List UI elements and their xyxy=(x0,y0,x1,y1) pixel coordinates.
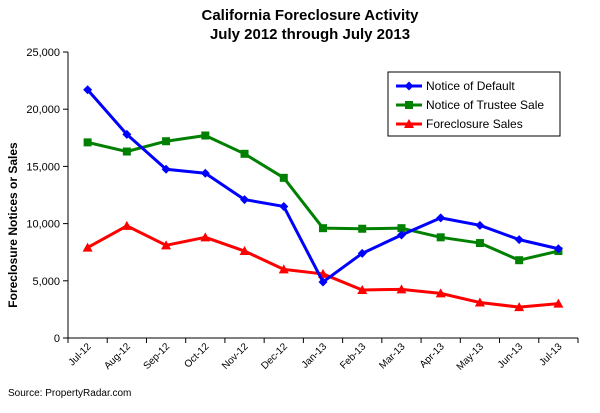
series-line xyxy=(86,224,559,309)
y-tick-label: 15,000 xyxy=(26,161,60,173)
data-point xyxy=(161,164,171,174)
y-tick-label: 0 xyxy=(54,333,60,345)
x-tick-label: Apr-13 xyxy=(418,341,447,370)
legend-label: Foreclosure Sales xyxy=(426,117,523,131)
x-tick-label: Aug-12 xyxy=(102,341,133,372)
data-point xyxy=(553,244,563,254)
source-note: Source: PropertyRadar.com xyxy=(8,388,131,399)
data-point xyxy=(436,213,446,223)
legend-marker xyxy=(404,119,414,128)
data-point xyxy=(514,235,524,245)
x-tick-label: Mar-13 xyxy=(377,341,407,371)
data-point xyxy=(475,239,484,248)
data-point xyxy=(357,284,368,294)
legend: Notice of Default Notice of Trustee Sale F… xyxy=(387,71,561,137)
y-tick-label: 10,000 xyxy=(26,219,60,231)
x-tick-label: Jun-13 xyxy=(496,341,526,371)
data-point xyxy=(122,147,131,156)
data-point xyxy=(162,137,171,146)
y-tick-label: 25,000 xyxy=(26,47,60,59)
chart-title: California Foreclosure Activity xyxy=(201,7,419,24)
data-point xyxy=(278,264,289,274)
x-tick-label: Dec-12 xyxy=(259,341,290,372)
data-point xyxy=(319,224,327,233)
data-point xyxy=(515,256,524,265)
x-tick-label: Jul-12 xyxy=(67,341,94,368)
data-point xyxy=(201,131,210,140)
data-point xyxy=(474,297,485,307)
data-point xyxy=(122,129,132,139)
data-point xyxy=(475,220,485,230)
data-point xyxy=(553,298,564,308)
data-point xyxy=(82,242,93,252)
data-point xyxy=(83,85,93,95)
data-point xyxy=(200,232,211,242)
data-point xyxy=(396,230,406,240)
data-point xyxy=(357,248,367,258)
data-point xyxy=(514,302,525,312)
x-tick-label: Sep-12 xyxy=(142,341,173,372)
data-point xyxy=(240,195,250,205)
data-point xyxy=(358,224,367,233)
data-point xyxy=(279,201,289,211)
series-layer xyxy=(82,85,564,312)
x-tick-label: Nov-12 xyxy=(220,341,251,372)
series-foreclosure-sales xyxy=(82,220,564,312)
x-tick-label: Oct-12 xyxy=(182,341,211,370)
data-point xyxy=(83,138,92,147)
data-point xyxy=(279,173,288,182)
y-tick-label: 20,000 xyxy=(26,104,60,116)
data-point xyxy=(240,149,249,158)
legend-label: Notice of Default xyxy=(426,79,515,93)
x-tick-label: Feb-13 xyxy=(338,341,368,371)
x-tick-label: Jul-13 xyxy=(537,341,564,368)
legend-label: Notice of Trustee Sale xyxy=(426,98,544,112)
data-point xyxy=(318,277,328,287)
x-tick-label: May-13 xyxy=(455,341,487,373)
data-point xyxy=(397,224,406,233)
data-point xyxy=(200,168,210,178)
y-axis-label: Foreclosure Notices or Sales xyxy=(6,142,20,308)
y-tick-label: 5,000 xyxy=(32,276,60,288)
data-point xyxy=(239,246,250,256)
legend-marker xyxy=(404,81,414,91)
chart-subtitle: July 2012 through July 2013 xyxy=(210,26,410,43)
data-point xyxy=(396,284,407,294)
legend-marker xyxy=(405,101,413,109)
data-point xyxy=(436,233,445,242)
series-notice-of-default xyxy=(83,85,563,287)
x-tick-label: Jan-13 xyxy=(300,341,330,371)
data-point xyxy=(161,240,172,250)
data-point xyxy=(435,288,446,298)
data-point xyxy=(121,220,132,230)
series-notice-of-trustee-sale xyxy=(83,131,563,265)
